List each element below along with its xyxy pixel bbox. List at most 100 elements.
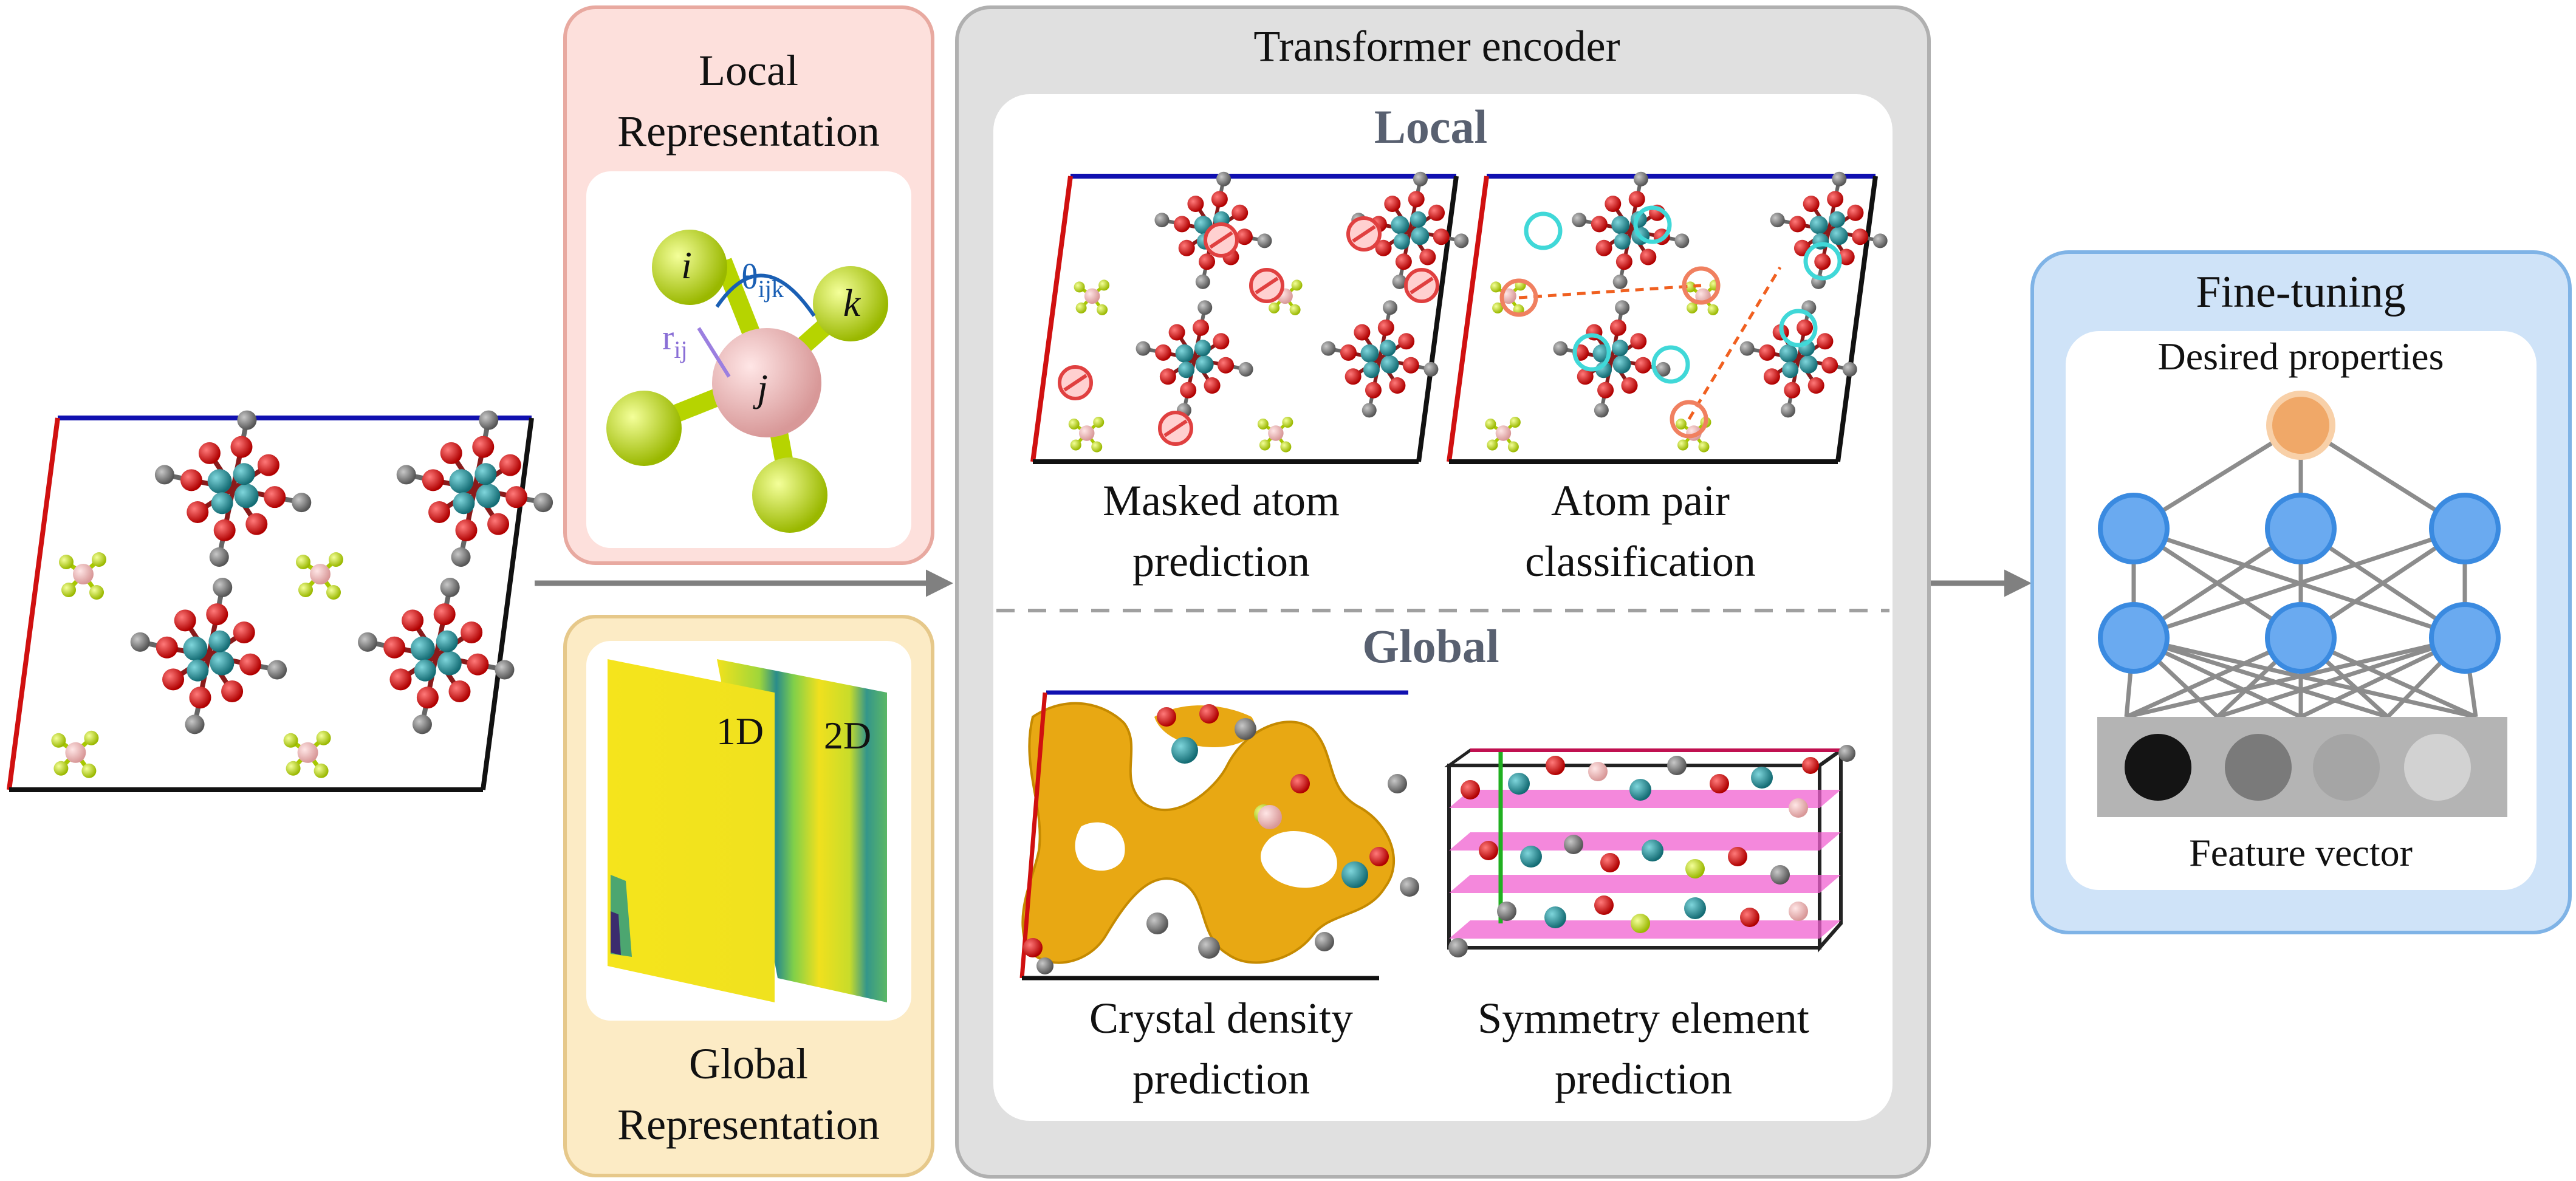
oxygen-atom [1803, 196, 1820, 213]
carbon-atom [1553, 341, 1568, 356]
pair-highlight [1779, 309, 1818, 347]
oxygen-atom [264, 486, 286, 508]
pink-atom [1789, 902, 1808, 921]
metal-atom [1829, 227, 1848, 245]
oxygen-atom [487, 513, 510, 535]
carbon-atom [1383, 300, 1398, 315]
neural-network [2098, 391, 2501, 719]
fluorine-atom [1698, 441, 1710, 453]
global-rep-title-2: Representation [617, 1100, 880, 1149]
oxygen-atom [1784, 382, 1801, 399]
mask-hatch [1063, 374, 1088, 392]
carbon-atom [1423, 361, 1439, 377]
carbon-atom [267, 660, 287, 680]
red-atom [1802, 757, 1819, 774]
task-pair-1: Atom pair [1551, 476, 1730, 525]
metal-atom [183, 636, 208, 661]
teal-atom [1544, 906, 1566, 928]
oxygen-atom [1814, 253, 1831, 270]
metal-atom [1360, 344, 1379, 363]
oxygen-atom [1345, 368, 1362, 385]
oxygen-atom [428, 501, 451, 523]
pair-highlight [1651, 345, 1690, 384]
oxygen-atom [180, 469, 202, 491]
gray-atom [1497, 902, 1516, 921]
cell-edge-d [1835, 176, 1878, 462]
task-masked-1: Masked atom [1103, 476, 1340, 525]
hidden-node [2265, 602, 2337, 674]
oxygen-atom [1213, 333, 1230, 350]
symmetry-element-visual [1444, 745, 1855, 957]
fluorine-atom [1677, 439, 1688, 451]
oxygen-atom [505, 486, 528, 508]
metal-atom [1391, 216, 1410, 234]
carbon-atom [1594, 403, 1609, 418]
fluorine-atom [326, 585, 341, 600]
gray-atom [1036, 957, 1053, 974]
metal-atom [1779, 344, 1798, 363]
task-pair-2: classification [1525, 537, 1756, 586]
carbon-atom [1362, 403, 1377, 418]
metal-atom [1393, 233, 1410, 250]
carbon-atom [1656, 361, 1671, 377]
desired-properties-label: Desired properties [2158, 335, 2444, 378]
oxygen-atom [1236, 228, 1253, 245]
carbon-atom [1392, 274, 1407, 289]
atom-i-label: i [681, 244, 692, 287]
metal-atom [1799, 355, 1818, 374]
fluorine-atom [81, 763, 97, 778]
atom-pair-crystal [1447, 171, 1888, 464]
carbon-atom [451, 547, 471, 567]
gray-atom [1448, 938, 1468, 957]
carbon-atom [185, 714, 205, 734]
oxygen-atom [1193, 319, 1210, 336]
fluorine-atom [1070, 439, 1081, 451]
local-rep-title-1: Local [699, 46, 798, 95]
mask-hatch [1410, 276, 1434, 295]
task-density-1: Crystal density [1089, 994, 1353, 1042]
red-atom [1594, 895, 1614, 915]
fluorine-atom [1487, 439, 1498, 451]
oxygen-atom [1199, 253, 1216, 270]
fluorine-atom [1291, 279, 1303, 291]
pair-highlight [1682, 266, 1721, 305]
carbon-atom [495, 660, 515, 680]
carbon-atom [154, 465, 174, 485]
red-atom [1157, 707, 1176, 727]
fluorine-atom [53, 761, 69, 776]
carbon-atom [292, 493, 312, 513]
carbon-atom [1770, 213, 1785, 228]
fluorine-atom [1269, 302, 1280, 313]
gray-atom [1198, 937, 1220, 959]
fluorine-atom [92, 552, 106, 567]
oxygen-atom [448, 680, 471, 703]
boron-atom [310, 564, 331, 585]
oxygen-atom [1621, 377, 1638, 394]
oxygen-atom [213, 519, 236, 541]
pair-highlight [1670, 400, 1708, 439]
oxygen-atom [1395, 253, 1412, 270]
carbon-atom [412, 714, 432, 734]
metal-atom [208, 630, 231, 652]
carbon-atom [1216, 171, 1231, 187]
carbon-atom [1872, 233, 1888, 248]
carbon-atom [1195, 274, 1210, 289]
transformer-encoder-panel: Transformer encoder Local Global [955, 5, 1931, 1179]
boron-atom [1079, 425, 1095, 441]
teal-atom [1642, 840, 1663, 861]
gray-atom [1838, 745, 1855, 762]
oxygen-atom [206, 603, 228, 626]
atom-left [606, 391, 682, 466]
mask-hatch [1209, 231, 1233, 249]
red-atom [1369, 847, 1389, 866]
oxygen-atom [1847, 204, 1864, 221]
oxygen-atom [467, 653, 489, 676]
metal-atom [476, 484, 501, 508]
carbon-atom [1454, 233, 1469, 248]
carbon-atom [130, 632, 150, 652]
oxygen-atom [1168, 324, 1185, 341]
encoder-title: Transformer encoder [1253, 22, 1620, 70]
metal-atom [1380, 355, 1399, 374]
carbon-atom [1197, 300, 1213, 315]
teal-atom [1520, 846, 1542, 868]
